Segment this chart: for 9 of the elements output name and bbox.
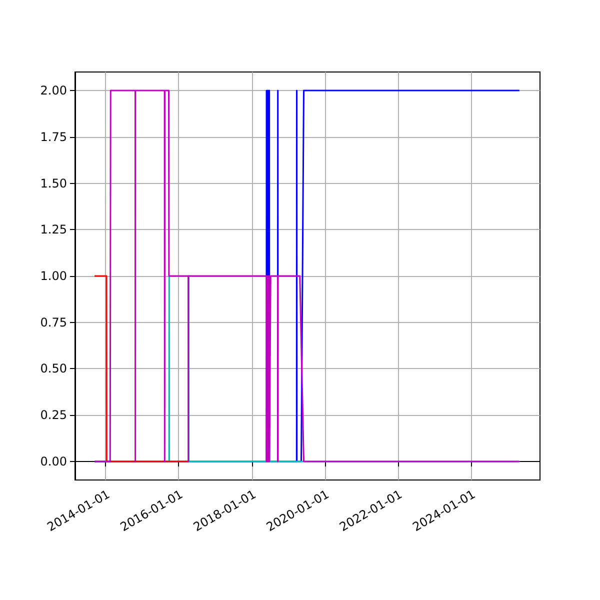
y-tick-label: 0.00: [40, 454, 67, 468]
y-tick-label: 1.00: [40, 269, 67, 283]
y-tick-label: 1.50: [40, 176, 67, 190]
y-tick-label: 0.25: [40, 408, 67, 422]
y-tick-label: 1.25: [40, 222, 67, 237]
y-tick-label: 2.00: [40, 84, 67, 98]
y-tick-label: 0.50: [40, 362, 67, 376]
y-tick-label: 1.75: [40, 130, 67, 144]
y-tick-label: 0.75: [40, 315, 67, 330]
